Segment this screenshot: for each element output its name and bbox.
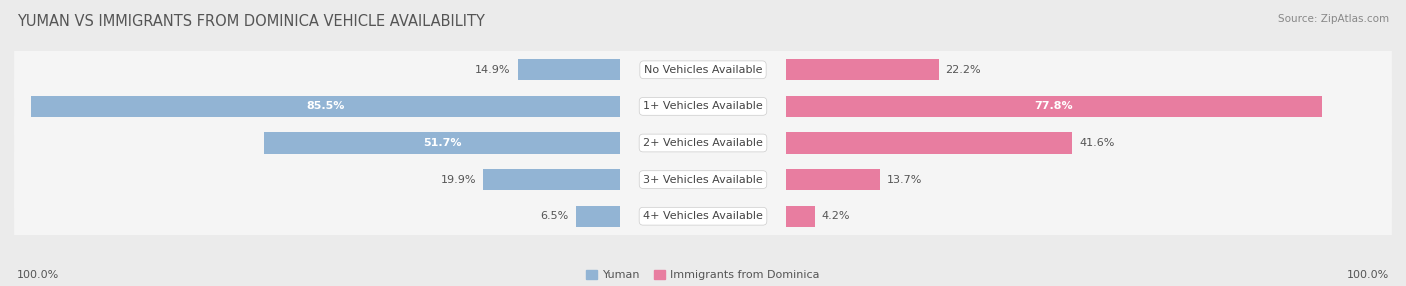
- FancyBboxPatch shape: [14, 71, 1392, 142]
- Text: 100.0%: 100.0%: [1347, 270, 1389, 280]
- Text: 77.8%: 77.8%: [1035, 102, 1073, 111]
- FancyBboxPatch shape: [14, 108, 1392, 178]
- Text: YUMAN VS IMMIGRANTS FROM DOMINICA VEHICLE AVAILABILITY: YUMAN VS IMMIGRANTS FROM DOMINICA VEHICL…: [17, 14, 485, 29]
- Text: Source: ZipAtlas.com: Source: ZipAtlas.com: [1278, 14, 1389, 24]
- Bar: [786, 206, 814, 227]
- FancyBboxPatch shape: [14, 36, 1392, 106]
- Text: 3+ Vehicles Available: 3+ Vehicles Available: [643, 175, 763, 184]
- Bar: [786, 169, 880, 190]
- Text: No Vehicles Available: No Vehicles Available: [644, 65, 762, 75]
- FancyBboxPatch shape: [14, 144, 1392, 215]
- Bar: [786, 59, 939, 80]
- Text: 6.5%: 6.5%: [540, 211, 568, 221]
- Text: 2+ Vehicles Available: 2+ Vehicles Available: [643, 138, 763, 148]
- FancyBboxPatch shape: [14, 109, 1392, 180]
- Text: 13.7%: 13.7%: [887, 175, 922, 184]
- Text: 100.0%: 100.0%: [17, 270, 59, 280]
- Bar: [786, 132, 1073, 154]
- Text: 85.5%: 85.5%: [307, 102, 344, 111]
- Text: 41.6%: 41.6%: [1080, 138, 1115, 148]
- Bar: [31, 96, 620, 117]
- Bar: [264, 132, 620, 154]
- Text: 4.2%: 4.2%: [821, 211, 851, 221]
- Legend: Yuman, Immigrants from Dominica: Yuman, Immigrants from Dominica: [586, 270, 820, 280]
- FancyBboxPatch shape: [14, 35, 1392, 105]
- Text: 51.7%: 51.7%: [423, 138, 461, 148]
- Text: 19.9%: 19.9%: [441, 175, 477, 184]
- Text: 22.2%: 22.2%: [945, 65, 981, 75]
- FancyBboxPatch shape: [14, 181, 1392, 251]
- Bar: [786, 96, 1322, 117]
- Text: 4+ Vehicles Available: 4+ Vehicles Available: [643, 211, 763, 221]
- Bar: [575, 206, 620, 227]
- FancyBboxPatch shape: [14, 182, 1392, 253]
- Text: 14.9%: 14.9%: [475, 65, 510, 75]
- FancyBboxPatch shape: [14, 146, 1392, 216]
- FancyBboxPatch shape: [14, 73, 1392, 143]
- Bar: [484, 169, 620, 190]
- Text: 1+ Vehicles Available: 1+ Vehicles Available: [643, 102, 763, 111]
- Bar: [517, 59, 620, 80]
